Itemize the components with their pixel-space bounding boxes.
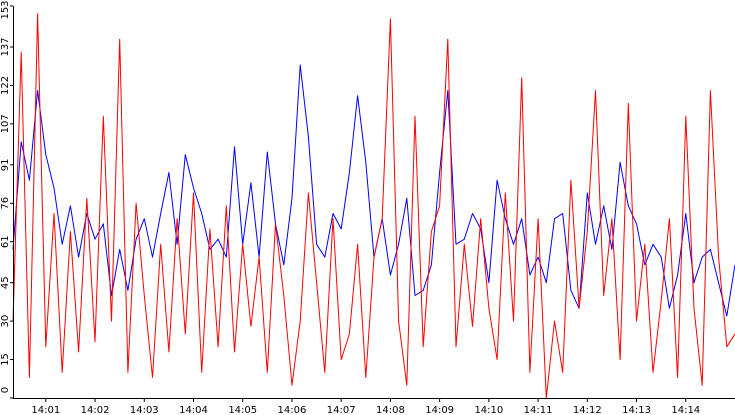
series-line-2	[12, 13, 735, 399]
x-tick-label: 14:11	[524, 405, 553, 415]
y-tick-label: 0	[0, 387, 11, 393]
y-tick-label: 107	[0, 114, 11, 133]
y-axis: 0 15 30 45 61 76 91 107 122 137 153	[0, 0, 13, 399]
y-tick-label: 61	[0, 235, 11, 248]
x-tick-label: 14:12	[573, 405, 602, 415]
x-tick-label: 14:01	[31, 405, 60, 415]
y-tick-label: 122	[0, 76, 11, 95]
x-tick-label: 14:06	[278, 405, 307, 415]
x-tick-label: 14:14	[671, 405, 700, 415]
y-tick-label: 76	[0, 197, 11, 210]
x-tick-label: 14:09	[425, 405, 454, 415]
x-tick-label: 14:07	[327, 405, 356, 415]
x-axis: 14:01 14:02 14:03 14:04 14:05 14:06 14:07 14:08…	[31, 398, 700, 415]
x-tick-label: 14:13	[622, 405, 651, 415]
x-tick-label: 14:04	[179, 405, 208, 415]
y-tick-label: 153	[0, 0, 11, 19]
y-tick-label: 30	[0, 315, 11, 328]
y-tick-label: 91	[0, 158, 11, 171]
x-tick-label: 14:05	[228, 405, 257, 415]
x-tick-label: 14:03	[130, 405, 159, 415]
x-tick-label: 14:10	[474, 405, 503, 415]
series-layer	[12, 13, 735, 399]
x-tick-label: 14:08	[376, 405, 405, 415]
y-tick-label: 45	[0, 276, 11, 289]
x-tick-label: 14:02	[81, 405, 110, 415]
y-tick-label: 15	[0, 353, 11, 366]
y-tick-label: 137	[0, 37, 11, 56]
